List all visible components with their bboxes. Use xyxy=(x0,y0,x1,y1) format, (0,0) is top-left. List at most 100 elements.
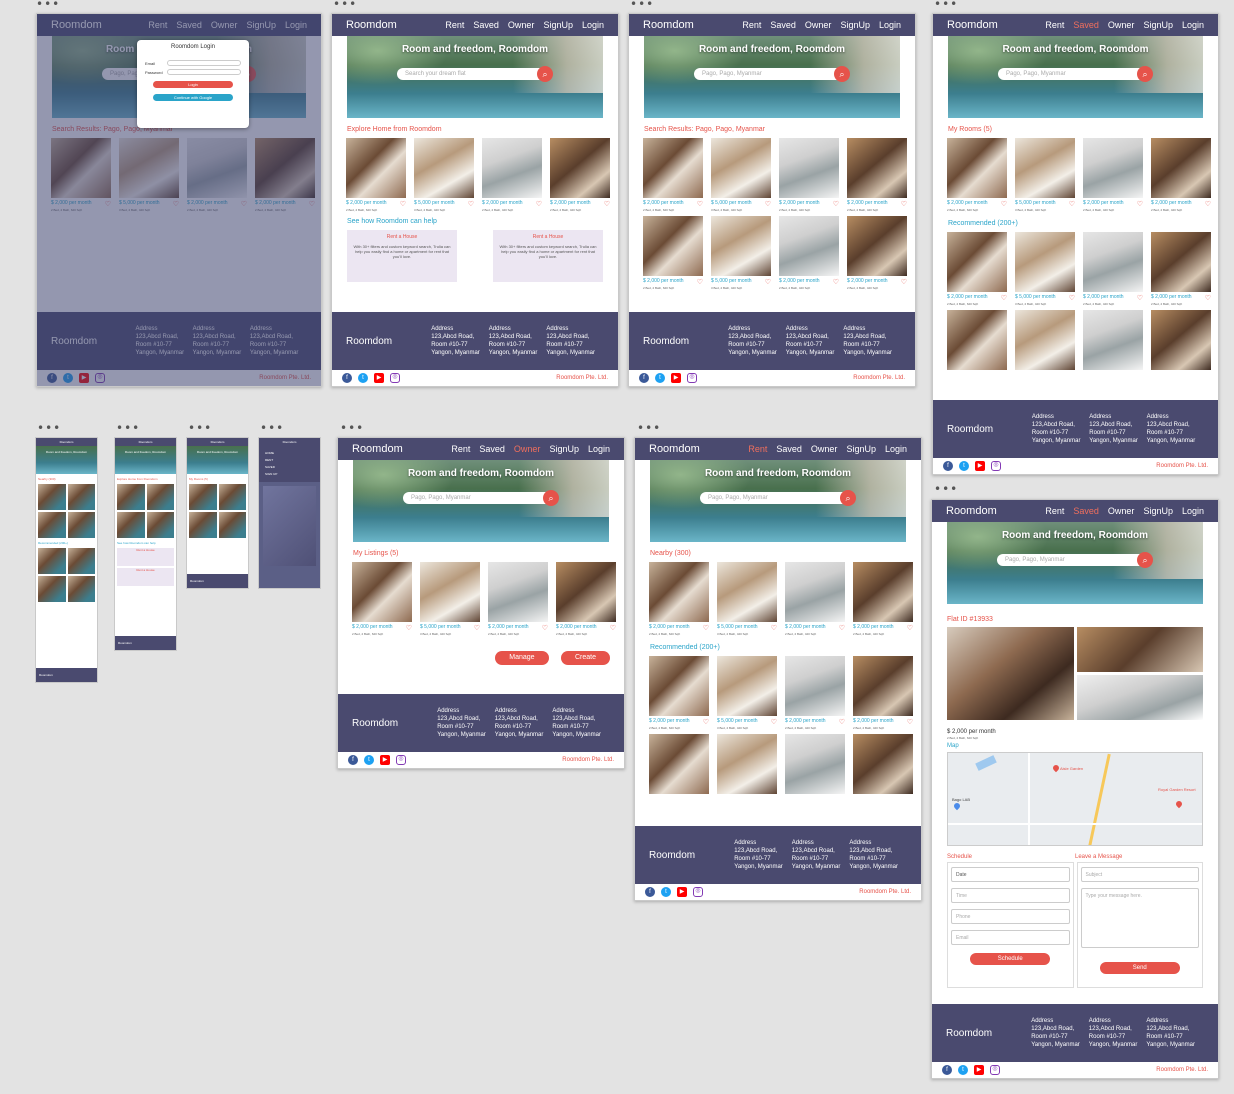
heart-icon[interactable]: ♡ xyxy=(832,201,839,208)
instagram-icon[interactable]: ◎ xyxy=(390,373,400,383)
listing-card[interactable] xyxy=(785,734,845,794)
nav-saved[interactable]: Saved xyxy=(776,444,802,454)
login-button[interactable]: Login xyxy=(153,81,233,88)
twitter-icon[interactable]: t xyxy=(958,1065,968,1075)
help-card[interactable]: Rent a House xyxy=(117,548,174,566)
heart-icon[interactable]: ♡ xyxy=(1068,201,1075,208)
nav-login[interactable]: Login xyxy=(1181,20,1204,30)
youtube-icon[interactable]: ▶ xyxy=(974,1065,984,1075)
listing-card[interactable]: $ 5,000 per month♡3 Bed, 2 Bath, 420 Sqf… xyxy=(1015,232,1075,306)
nav-saved[interactable]: Saved xyxy=(473,20,499,30)
listing-card[interactable]: $ 2,000 per month♡2 Bed, 2 Bath, 420 Sqf… xyxy=(556,562,616,636)
google-login-button[interactable]: Continue with Google xyxy=(153,94,233,101)
listing-card[interactable]: $ 2,000 per month♡2 Bed, 2 Bath, 420 Sqf… xyxy=(550,138,610,212)
heart-icon[interactable]: ♡ xyxy=(764,201,771,208)
listing-card[interactable]: $ 2,000 per month♡2 Bed, 2 Bath, 420 Sqf… xyxy=(853,656,913,730)
heart-icon[interactable]: ♡ xyxy=(535,201,542,208)
search-input[interactable]: Pago, Pago, Myanmar⌕ xyxy=(998,66,1153,82)
heart-icon[interactable]: ♡ xyxy=(906,625,913,632)
heart-icon[interactable]: ♡ xyxy=(702,625,709,632)
phone-field[interactable]: Phone xyxy=(951,909,1070,924)
heart-icon[interactable]: ♡ xyxy=(1204,201,1211,208)
search-input[interactable]: Pago, Pago, Myanmar⌕ xyxy=(997,552,1153,568)
listing-card[interactable]: $ 2,000 per month♡2 Bed, 2 Bath, 420 Sqf… xyxy=(1083,138,1143,212)
facebook-icon[interactable]: f xyxy=(342,373,352,383)
mobile-navbar[interactable]: Roomdom xyxy=(187,438,248,446)
nav-rent[interactable]: Rent xyxy=(451,444,471,454)
search-icon[interactable]: ⌕ xyxy=(834,66,850,82)
email-field[interactable]: Email xyxy=(951,930,1070,945)
subject-field[interactable]: Subject xyxy=(1080,867,1199,882)
frame-menu-dots[interactable]: ••• xyxy=(934,0,959,11)
nav-login[interactable]: Login xyxy=(581,20,604,30)
time-select[interactable]: Time xyxy=(951,888,1070,903)
map-pin-icon[interactable] xyxy=(952,801,962,811)
frame-menu-dots[interactable]: ••• xyxy=(630,0,655,11)
help-card[interactable]: Rent a House With 30+ filters and custom … xyxy=(493,230,603,282)
frame-menu-dots[interactable]: ••• xyxy=(37,421,62,435)
frame-menu-dots[interactable]: ••• xyxy=(188,421,213,435)
facebook-icon[interactable]: f xyxy=(645,887,655,897)
listing-card[interactable] xyxy=(853,734,913,794)
youtube-icon[interactable]: ▶ xyxy=(677,887,687,897)
brand-logo[interactable]: Roomdom xyxy=(352,443,403,455)
listing-card[interactable]: $ 2,000 per month♡2 Bed, 2 Bath, 420 Sqf… xyxy=(779,216,839,290)
heart-icon[interactable]: ♡ xyxy=(1136,295,1143,302)
listing-card[interactable] xyxy=(717,734,777,794)
mobile-menu-item[interactable]: SAVED xyxy=(265,465,275,469)
heart-icon[interactable]: ♡ xyxy=(900,279,907,286)
photo-gallery[interactable] xyxy=(947,627,1203,723)
brand-logo[interactable]: Roomdom xyxy=(649,443,700,455)
search-icon[interactable]: ⌕ xyxy=(537,66,553,82)
nav-saved[interactable]: Saved xyxy=(1073,506,1099,516)
listing-card[interactable]: $ 2,000 per month♡2 Bed, 2 Bath, 620 Sqf… xyxy=(649,562,709,636)
search-icon[interactable]: ⌕ xyxy=(840,490,856,506)
facebook-icon[interactable]: f xyxy=(943,461,953,471)
heart-icon[interactable]: ♡ xyxy=(1136,201,1143,208)
listing-card[interactable] xyxy=(649,734,709,794)
listing-card[interactable]: $ 2,000 per month♡2 Bed, 2 Bath, 420 Sqf… xyxy=(785,656,845,730)
listing-card[interactable]: $ 2,000 per month♡2 Bed, 2 Bath, 620 Sqf… xyxy=(352,562,412,636)
listing-card[interactable]: $ 5,000 per month♡3 Bed, 2 Bath, 420 Sqf… xyxy=(711,138,771,212)
nav-owner[interactable]: Owner xyxy=(810,444,838,454)
heart-icon[interactable]: ♡ xyxy=(832,279,839,286)
frame-menu-dots[interactable]: ••• xyxy=(260,421,285,435)
nav-rent[interactable]: Rent xyxy=(1045,20,1065,30)
create-button[interactable]: Create xyxy=(560,651,610,665)
frame-menu-dots[interactable]: ••• xyxy=(36,0,61,11)
heart-icon[interactable]: ♡ xyxy=(770,625,777,632)
listing-card[interactable] xyxy=(947,310,1007,370)
location-map[interactable]: Aisle Garden Royal Garden Resort Bago LA… xyxy=(947,752,1203,846)
heart-icon[interactable]: ♡ xyxy=(467,201,474,208)
nav-signup[interactable]: SignUp xyxy=(1143,20,1173,30)
listing-card[interactable]: $ 2,000 per month♡2 Bed, 2 Bath, 620 Sqf… xyxy=(947,232,1007,306)
heart-icon[interactable]: ♡ xyxy=(1068,295,1075,302)
nav-owner[interactable]: Owner xyxy=(507,20,535,30)
search-icon[interactable]: ⌕ xyxy=(1137,66,1153,82)
listing-card[interactable]: $ 2,000 per month♡2 Bed, 2 Bath, 420 Sqf… xyxy=(1083,232,1143,306)
listing-card[interactable]: $ 5,000 per month♡3 Bed, 2 Bath, 420 Sqf… xyxy=(717,562,777,636)
instagram-icon[interactable]: ◎ xyxy=(687,373,697,383)
twitter-icon[interactable]: t xyxy=(959,461,969,471)
heart-icon[interactable]: ♡ xyxy=(906,719,913,726)
date-select[interactable]: Date xyxy=(951,867,1070,882)
brand-logo[interactable]: Roomdom xyxy=(946,505,997,517)
password-field[interactable] xyxy=(167,69,241,75)
search-input[interactable]: Pago, Pago, Myanmar⌕ xyxy=(694,66,850,82)
heart-icon[interactable]: ♡ xyxy=(702,719,709,726)
instagram-icon[interactable]: ◎ xyxy=(693,887,703,897)
heart-icon[interactable]: ♡ xyxy=(609,625,616,632)
map-pin-icon[interactable] xyxy=(1051,763,1061,773)
nav-rent[interactable]: Rent xyxy=(1045,506,1065,516)
search-icon[interactable]: ⌕ xyxy=(1137,552,1153,568)
youtube-icon[interactable]: ▶ xyxy=(374,373,384,383)
email-field[interactable] xyxy=(167,60,241,66)
listing-card[interactable]: $ 2,000 per month♡2 Bed, 2 Bath, 620 Sqf… xyxy=(643,216,703,290)
nav-signup[interactable]: SignUp xyxy=(543,20,573,30)
frame-menu-dots[interactable]: ••• xyxy=(116,421,141,435)
listing-card[interactable]: $ 2,000 per month♡2 Bed, 2 Bath, 620 Sqf… xyxy=(346,138,406,212)
help-card[interactable]: Rent a House With 30+ filters and custom … xyxy=(347,230,457,282)
heart-icon[interactable]: ♡ xyxy=(1000,201,1007,208)
help-card[interactable]: Rent a House xyxy=(117,568,174,586)
listing-card[interactable]: $ 5,000 per month♡3 Bed, 2 Bath, 420 Sqf… xyxy=(1015,138,1075,212)
